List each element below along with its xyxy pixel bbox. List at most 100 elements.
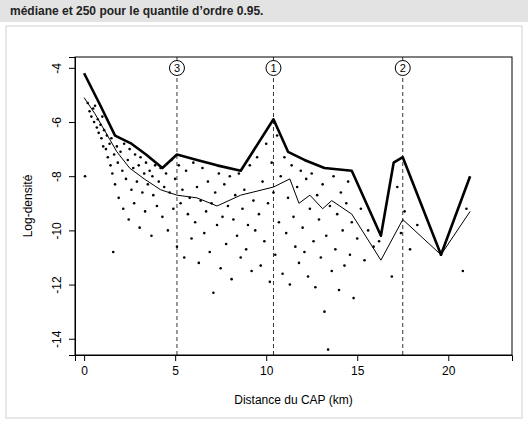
point (185, 169, 188, 172)
plot-area (84, 57, 470, 355)
point (254, 229, 257, 232)
point (238, 172, 241, 175)
point (144, 210, 147, 213)
point (299, 169, 302, 172)
point (312, 240, 315, 243)
point (205, 210, 208, 213)
point (330, 270, 333, 273)
annotation-circle (395, 61, 410, 76)
point (121, 169, 124, 172)
y-tick-label: -10 (50, 222, 64, 240)
point (309, 207, 312, 210)
point (281, 272, 284, 275)
point (301, 226, 304, 229)
point (190, 237, 193, 240)
point (252, 199, 255, 202)
y-tick-label: -4 (50, 63, 64, 74)
point (243, 188, 246, 191)
reference-line (402, 57, 403, 355)
point (278, 221, 281, 224)
point (102, 145, 105, 148)
point (307, 275, 310, 278)
chart: médiane et 250 pour le quantile d’ordre … (0, 0, 528, 422)
point (218, 172, 221, 175)
point (96, 126, 99, 129)
point (176, 245, 179, 248)
y-tick: -4 (50, 63, 75, 74)
x-tick-label: 10 (260, 364, 274, 378)
point (157, 180, 160, 183)
point (174, 178, 177, 181)
y-tick: -10 (50, 222, 75, 240)
point (276, 134, 279, 137)
quantile-line (84, 73, 470, 255)
point (122, 207, 125, 210)
point (241, 207, 244, 210)
x-tick-label: 20 (442, 364, 456, 378)
point (165, 172, 168, 175)
point (156, 205, 159, 208)
point (462, 270, 465, 273)
point (350, 221, 353, 224)
y-tick-label: -14 (50, 330, 64, 348)
y-tick: -12 (50, 276, 75, 294)
point (111, 172, 114, 175)
caption: médiane et 250 pour le quantile d’ordre … (10, 4, 263, 18)
point (127, 218, 130, 221)
point (187, 213, 190, 216)
x-tick: 10 (260, 355, 274, 378)
point (147, 183, 150, 186)
annotation-circle (169, 61, 184, 76)
point (294, 245, 297, 248)
point (221, 216, 224, 219)
point (93, 121, 96, 124)
point (336, 213, 339, 216)
point (345, 202, 348, 205)
reference-line (176, 57, 177, 355)
point (400, 232, 403, 235)
point (290, 164, 293, 167)
point (465, 207, 468, 210)
point (409, 248, 412, 251)
point (279, 175, 282, 178)
point (283, 156, 286, 159)
point (116, 161, 119, 164)
point (403, 210, 406, 213)
point (88, 110, 91, 113)
y-tick-label: -8 (50, 171, 64, 182)
median-line (84, 98, 470, 261)
point (136, 180, 139, 183)
point (192, 161, 195, 164)
point (303, 251, 306, 254)
point (143, 172, 146, 175)
point (194, 221, 197, 224)
point (109, 164, 112, 167)
x-tick: 5 (172, 355, 179, 378)
point (323, 310, 326, 313)
point (137, 164, 140, 167)
point (327, 348, 330, 351)
point (90, 115, 93, 118)
figure-panel (6, 26, 522, 418)
point (201, 167, 204, 170)
point (172, 207, 175, 210)
point (236, 235, 239, 238)
point (310, 172, 313, 175)
y-tick-mark (69, 176, 75, 177)
point (314, 286, 317, 289)
point (116, 145, 119, 148)
y-tick-label: -6 (50, 117, 64, 128)
point (298, 262, 301, 265)
point (161, 216, 164, 219)
point (128, 148, 131, 151)
point (321, 183, 324, 186)
point (134, 153, 137, 156)
annotation-label: 2 (400, 62, 406, 74)
y-tick: -14 (50, 330, 75, 348)
point (265, 142, 268, 145)
annotation-circle (266, 61, 281, 76)
plot-frame (75, 57, 512, 355)
point (247, 224, 250, 227)
point (316, 194, 319, 197)
point (341, 229, 344, 232)
